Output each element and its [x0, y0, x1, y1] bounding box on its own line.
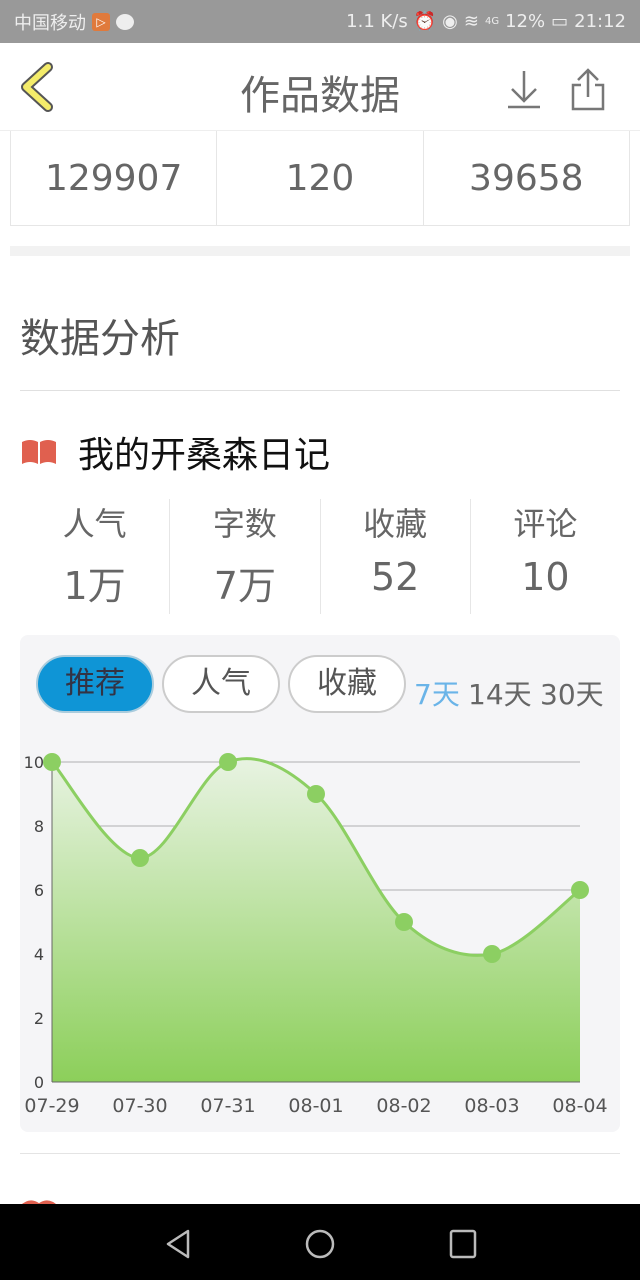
back-triangle-icon[interactable] [164, 1228, 192, 1260]
metric-label: 字数 [212, 505, 277, 543]
metric: 评论 10 [471, 499, 620, 614]
y-tick-label: 2 [34, 1009, 44, 1028]
alarm-icon: ⏰ [413, 11, 437, 32]
y-tick-label: 8 [34, 817, 44, 836]
y-tick-label: 0 [34, 1073, 44, 1092]
data-point [395, 913, 413, 931]
metric: 收藏 52 [321, 499, 471, 614]
work-metrics: 人气 1万 字数 7万 收藏 52 评论 10 [20, 499, 620, 614]
metric-value: 7万 [213, 564, 276, 608]
battery-level: 12% [505, 11, 546, 32]
x-tick-label: 07-31 [200, 1095, 255, 1117]
book-icon [22, 440, 56, 464]
data-point [571, 881, 589, 899]
network-type: 4G [484, 16, 500, 27]
x-tick-label: 08-02 [376, 1095, 431, 1117]
message-icon [116, 13, 134, 30]
wifi-icon: ≋ [463, 11, 479, 32]
share-icon[interactable] [570, 67, 606, 111]
range-7-days[interactable]: 7天 [414, 678, 460, 711]
page-title: 作品数据 [240, 73, 400, 119]
home-circle-icon[interactable] [304, 1228, 336, 1260]
eye-icon: ◉ [442, 11, 458, 32]
battery-icon: ▭ [551, 11, 569, 32]
y-tick-label: 4 [34, 945, 44, 964]
x-tick-label: 08-01 [288, 1095, 343, 1117]
work-header: 我的开桑森日记 [0, 391, 640, 479]
data-point [219, 753, 237, 771]
divider [20, 390, 620, 391]
metric: 人气 1万 [20, 499, 171, 614]
header: 作品数据 [0, 43, 640, 131]
recents-square-icon[interactable] [448, 1228, 478, 1260]
range-14-days[interactable]: 14天 [468, 678, 532, 711]
metric-value: 10 [521, 555, 570, 599]
y-tick-label: 10 [24, 753, 44, 772]
clock: 21:12 [574, 11, 626, 32]
divider [10, 246, 630, 256]
x-tick-label: 08-04 [552, 1095, 607, 1117]
status-bar: 中国移动 ▷ 1.1 K/s ⏰ ◉ ≋ 4G 12% ▭ 21:12 [0, 0, 640, 43]
summary-value: 129907 [11, 131, 218, 225]
data-point [483, 945, 501, 963]
net-speed: 1.1 K/s [346, 11, 408, 32]
x-tick-label: 07-29 [24, 1095, 79, 1117]
range-30-days[interactable]: 30天 [540, 678, 604, 711]
summary-value: 120 [217, 131, 424, 225]
tab-favorites[interactable]: 收藏 [288, 655, 406, 713]
tab-popularity[interactable]: 人气 [162, 655, 280, 713]
metric-label: 收藏 [363, 505, 428, 543]
work-title: 我的开桑森日记 [78, 435, 331, 476]
metric-value: 1万 [63, 564, 126, 608]
metric-label: 评论 [513, 505, 578, 543]
y-tick-label: 6 [34, 881, 44, 900]
system-nav-bar [0, 1204, 640, 1280]
app-notification-icon: ▷ [92, 12, 110, 31]
metric-value: 52 [370, 555, 420, 599]
back-chevron-icon[interactable] [18, 61, 58, 113]
area-fill [52, 758, 580, 1082]
data-point [307, 785, 325, 803]
tab-recommend[interactable]: 推荐 [36, 655, 154, 713]
metric: 字数 7万 [170, 499, 321, 614]
x-tick-label: 07-30 [112, 1095, 167, 1117]
summary-stats: 129907 120 39658 [10, 131, 630, 226]
section-title: 数据分析 [20, 316, 180, 362]
data-point [43, 753, 61, 771]
metric-label: 人气 [62, 505, 127, 543]
data-point [131, 849, 149, 867]
divider [20, 1153, 620, 1154]
carrier: 中国移动 [14, 12, 86, 34]
line-chart: 0 2 4 6 8 10 07-29 07-30 07-31 08-01 08-02 08-03 08-… [24, 753, 608, 1117]
download-icon[interactable] [506, 69, 542, 109]
x-tick-label: 08-03 [464, 1095, 519, 1117]
summary-value: 39658 [469, 158, 584, 199]
